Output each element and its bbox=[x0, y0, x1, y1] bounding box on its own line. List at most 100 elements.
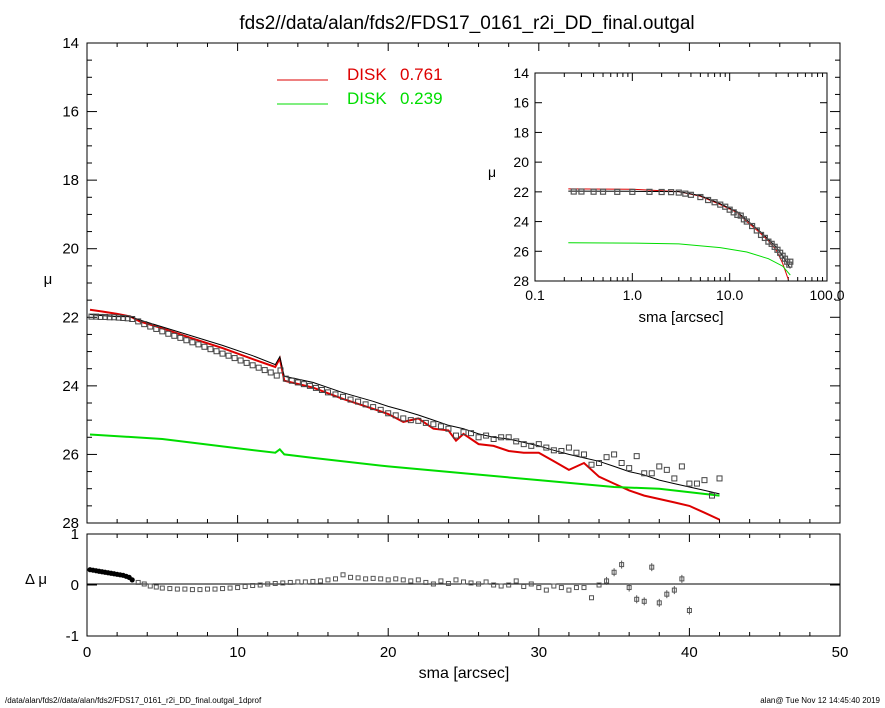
inset-data-point bbox=[682, 190, 689, 197]
main-data-point bbox=[362, 401, 369, 408]
residual-point bbox=[476, 581, 482, 587]
main-data-point bbox=[355, 398, 362, 405]
inset-x-tick-label: 0.1 bbox=[525, 287, 545, 303]
main-data-point bbox=[505, 434, 512, 441]
residual-point bbox=[641, 598, 647, 604]
main-data-point bbox=[219, 350, 226, 357]
main-data-point bbox=[201, 343, 208, 350]
residual-point bbox=[423, 579, 429, 585]
inset-data-point bbox=[787, 258, 794, 265]
inset-data-point bbox=[675, 189, 682, 196]
main-data-point bbox=[392, 412, 399, 419]
main-y-tick-label: 22 bbox=[62, 309, 79, 326]
inset-data-point bbox=[667, 189, 675, 196]
inset-data-point bbox=[599, 188, 607, 195]
residual-point bbox=[408, 578, 414, 584]
residual-point bbox=[483, 579, 489, 585]
main-data-point bbox=[468, 430, 475, 437]
main-data-point bbox=[300, 381, 307, 388]
residual-point bbox=[332, 576, 338, 582]
inset-data-point bbox=[629, 188, 636, 195]
inset-series-line-disk-0-239 bbox=[568, 242, 791, 276]
main-data-point bbox=[294, 379, 301, 386]
residual-point bbox=[370, 575, 376, 581]
residual-plot-frame bbox=[86, 533, 841, 637]
main-y-tick-label: 28 bbox=[62, 515, 79, 532]
residual-point bbox=[153, 584, 159, 590]
main-data-point bbox=[618, 460, 625, 466]
main-data-point bbox=[415, 417, 422, 424]
main-data-point bbox=[513, 438, 520, 445]
residual-point bbox=[491, 582, 497, 588]
residual-point bbox=[250, 583, 256, 589]
residual-point bbox=[581, 585, 587, 591]
inset-y-tick-label: 20 bbox=[513, 154, 529, 170]
main-data-point bbox=[340, 393, 347, 400]
main-data-point bbox=[225, 352, 232, 359]
residual-point bbox=[280, 580, 286, 586]
residual-point bbox=[543, 587, 549, 593]
main-data-point bbox=[165, 330, 172, 337]
inset-y-tick-label: 24 bbox=[513, 214, 529, 230]
inset-y-tick-label: 14 bbox=[513, 65, 529, 81]
residual-point bbox=[611, 569, 617, 575]
main-data-point bbox=[701, 477, 708, 484]
residual-point bbox=[551, 583, 557, 589]
main-data-point bbox=[445, 425, 452, 432]
main-data-point bbox=[312, 384, 319, 391]
residual-point bbox=[573, 585, 579, 591]
main-y-tick-label: 14 bbox=[62, 35, 79, 52]
main-data-point bbox=[498, 434, 505, 441]
residual-point bbox=[204, 586, 210, 592]
residual-point bbox=[129, 577, 135, 583]
main-data-point bbox=[332, 391, 339, 398]
main-data-point bbox=[483, 432, 490, 439]
residual-point bbox=[596, 582, 602, 588]
inset-data-point bbox=[734, 211, 741, 218]
main-data-point bbox=[255, 364, 262, 371]
main-data-point bbox=[177, 334, 184, 341]
x-tick-label: 0 bbox=[83, 644, 91, 661]
residual-point bbox=[438, 578, 444, 584]
residual-point bbox=[302, 579, 308, 585]
x-tick-label: 40 bbox=[681, 644, 698, 661]
main-data-point bbox=[693, 480, 700, 487]
residual-point bbox=[453, 577, 459, 583]
main-data-point bbox=[422, 419, 429, 426]
inset-data-point bbox=[614, 188, 621, 195]
main-data-point bbox=[716, 475, 723, 482]
inset-data-point bbox=[711, 199, 718, 206]
main-data-point bbox=[648, 470, 655, 477]
main-data-point bbox=[671, 475, 678, 482]
main-data-point bbox=[135, 318, 142, 325]
inset-data-point bbox=[590, 188, 597, 195]
residual-point bbox=[235, 585, 241, 591]
residual-point bbox=[445, 580, 451, 586]
residual-point bbox=[671, 587, 677, 593]
residual-point bbox=[506, 582, 512, 588]
main-data-point bbox=[277, 367, 284, 374]
inset-data-point bbox=[748, 222, 756, 230]
residual-point bbox=[147, 583, 153, 589]
residual-point bbox=[536, 585, 542, 591]
inset-x-tick-label: 10.0 bbox=[716, 287, 743, 303]
main-data-point bbox=[267, 369, 274, 376]
main-data-point bbox=[475, 434, 482, 441]
main-data-point bbox=[490, 436, 497, 442]
residual-point bbox=[272, 580, 278, 586]
inset-x-tick-label: 1.0 bbox=[623, 287, 643, 303]
main-data-point bbox=[543, 444, 550, 451]
residual-point bbox=[415, 577, 421, 583]
main-data-point bbox=[430, 421, 437, 428]
inset-data-point bbox=[687, 191, 695, 198]
inset-y-tick-label: 22 bbox=[513, 184, 529, 200]
residual-point bbox=[468, 580, 474, 586]
main-panel: 14 16 18 20 22 24 26 28 μ DISK 0.761 DISK 0.239 bbox=[44, 35, 841, 532]
main-data-point bbox=[147, 323, 154, 330]
main-y-axis-label: μ bbox=[44, 271, 53, 288]
main-data-point bbox=[603, 454, 610, 461]
residual-point bbox=[197, 587, 203, 593]
x-tick-label: 30 bbox=[530, 644, 547, 661]
main-data-point bbox=[656, 463, 663, 470]
main-data-point bbox=[159, 328, 166, 335]
